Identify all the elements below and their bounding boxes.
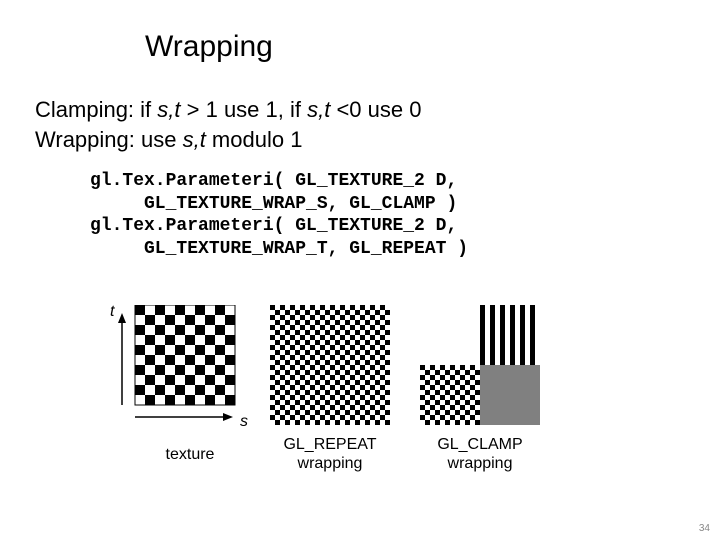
body-line-1: Clamping: if s,t > 1 use 1, if s,t <0 us… bbox=[35, 95, 685, 125]
clamp-diagram bbox=[420, 305, 540, 425]
page-number: 34 bbox=[699, 523, 710, 534]
figure-texture: t s texture bbox=[110, 305, 270, 464]
wrap-prefix: Wrapping: use bbox=[35, 127, 183, 152]
clamp-caption: GL_CLAMP wrapping bbox=[437, 435, 522, 473]
slide-title: Wrapping bbox=[145, 30, 273, 64]
repeat-caption-line2: wrapping bbox=[298, 455, 363, 472]
wrap-suffix: modulo 1 bbox=[206, 127, 303, 152]
clamp-caption-line2: wrapping bbox=[448, 455, 513, 472]
figures-row: t s texture GL_REPEAT wrapping GL_CLAMP … bbox=[110, 305, 630, 473]
var-st-1: s,t bbox=[157, 97, 180, 122]
op-lt: <0 bbox=[330, 97, 367, 122]
t-axis-label: t bbox=[110, 303, 114, 321]
body-text: Clamping: if s,t > 1 use 1, if s,t <0 us… bbox=[35, 95, 685, 154]
code-block: gl.Tex.Parameteri( GL_TEXTURE_2 D, GL_TE… bbox=[90, 170, 650, 260]
var-st-2: s,t bbox=[307, 97, 330, 122]
texture-caption: texture bbox=[166, 445, 215, 464]
clamp-suffix: use 0 bbox=[368, 97, 422, 122]
slide: Wrapping Clamping: if s,t > 1 use 1, if … bbox=[0, 0, 720, 540]
figure-repeat: GL_REPEAT wrapping bbox=[270, 305, 390, 473]
clamp-mid: use 1, if bbox=[224, 97, 307, 122]
s-axis-label: s bbox=[240, 413, 248, 431]
clamp-prefix: Clamping: if bbox=[35, 97, 157, 122]
op-gt: > 1 bbox=[181, 97, 224, 122]
clamp-caption-line1: GL_CLAMP bbox=[437, 436, 522, 453]
repeat-caption: GL_REPEAT wrapping bbox=[283, 435, 376, 473]
repeat-caption-line1: GL_REPEAT bbox=[283, 436, 376, 453]
body-line-2: Wrapping: use s,t modulo 1 bbox=[35, 125, 685, 155]
var-st-3: s,t bbox=[183, 127, 206, 152]
repeat-diagram bbox=[270, 305, 390, 425]
figure-clamp: GL_CLAMP wrapping bbox=[420, 305, 540, 473]
